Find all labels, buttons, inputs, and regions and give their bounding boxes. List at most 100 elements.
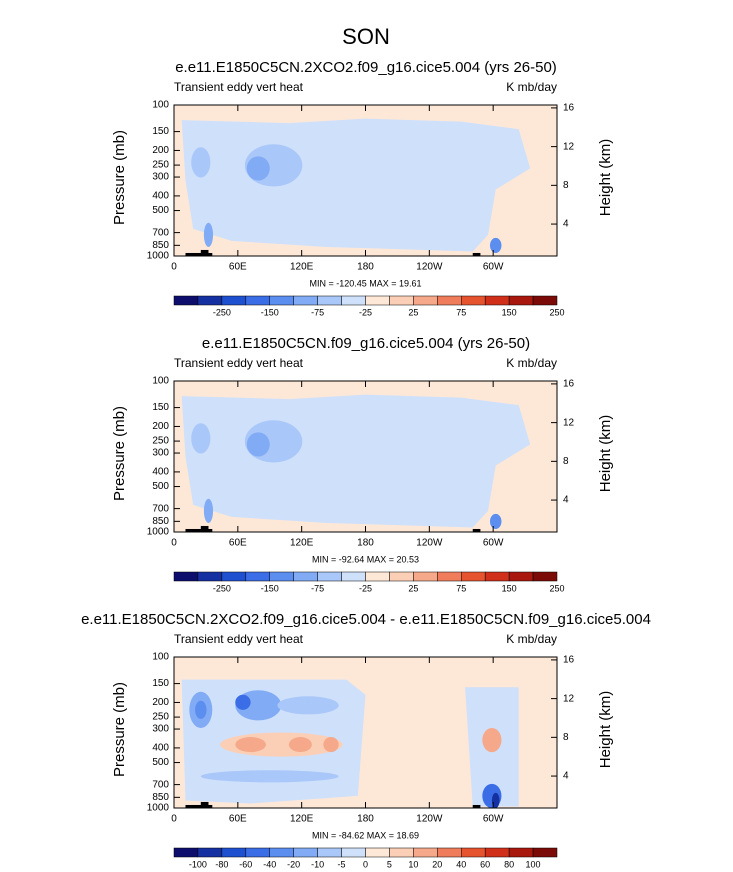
y-axis-label: Pressure (mb) — [111, 682, 128, 777]
right-label: K mb/day — [506, 356, 557, 370]
y-tick-label: 850 — [152, 240, 169, 251]
x-tick-label: 180 — [357, 814, 374, 825]
y2-tick-label: 4 — [563, 495, 569, 506]
colorbar-box — [413, 295, 438, 306]
y-tick-label: 1000 — [147, 251, 170, 262]
colorbar-box — [269, 295, 294, 306]
panel: e.e11.E1850C5CN.f09_g16.cice5.004 (yrs 2… — [111, 335, 614, 593]
y-tick-label: 500 — [152, 205, 169, 216]
colorbar-box — [365, 295, 390, 306]
y2-tick-label: 12 — [563, 693, 575, 704]
contour-region — [181, 394, 531, 528]
y-tick-label: 100 — [152, 100, 169, 111]
topography — [200, 249, 209, 256]
y2-tick-label: 4 — [563, 771, 569, 782]
colorbar-label: -75 — [311, 307, 324, 317]
y-tick-label: 300 — [152, 172, 169, 183]
colorbar-label: -60 — [239, 859, 252, 869]
colorbar-box — [437, 295, 462, 306]
colorbar-label: -100 — [189, 859, 207, 869]
figure-title: SON — [342, 24, 390, 49]
x-tick-label: 0 — [171, 814, 177, 825]
y2-tick-label: 8 — [563, 180, 569, 191]
colorbar-label: -250 — [213, 583, 231, 593]
topography — [472, 252, 481, 256]
colorbar-box — [173, 847, 199, 858]
contour-region — [491, 792, 500, 808]
colorbar-box — [389, 847, 414, 858]
colorbar-box — [341, 295, 366, 306]
y-tick-label: 700 — [152, 779, 169, 790]
panel: e.e11.E1850C5CN.2XCO2.f09_g16.cice5.004 … — [111, 59, 614, 317]
y-tick-label: 300 — [152, 448, 169, 459]
x-tick-label: 120W — [416, 538, 443, 549]
colorbar-label: -250 — [213, 307, 231, 317]
field — [174, 381, 557, 532]
topography — [185, 528, 213, 532]
colorbar-label: -150 — [261, 307, 279, 317]
x-tick-label: 0 — [171, 262, 177, 273]
colorbar-box — [437, 847, 462, 858]
colorbar-label: 10 — [408, 859, 418, 869]
colorbar-box — [293, 571, 318, 582]
y2-axis-label: Height (km) — [597, 139, 614, 217]
colorbar-label: -40 — [263, 859, 276, 869]
colorbar-label: 100 — [526, 859, 541, 869]
colorbar-box — [197, 847, 223, 858]
colorbar-label: -5 — [338, 859, 346, 869]
colorbar-box — [341, 847, 366, 858]
right-label: K mb/day — [506, 632, 557, 646]
colorbar-box — [221, 295, 247, 306]
contour-region — [246, 156, 270, 181]
colorbar-box — [532, 847, 558, 858]
contour-region — [203, 222, 214, 247]
colorbar-box — [245, 571, 270, 582]
y2-tick-label: 4 — [563, 219, 569, 230]
colorbar-label: 75 — [456, 307, 466, 317]
colorbar-label: -80 — [215, 859, 228, 869]
colorbar-label: 250 — [549, 583, 564, 593]
x-tick-label: 120E — [290, 538, 314, 549]
panel-title: e.e11.E1850C5CN.2XCO2.f09_g16.cice5.004 … — [175, 59, 557, 76]
colorbar-box — [269, 847, 294, 858]
colorbar-label: 150 — [502, 583, 517, 593]
y-tick-label: 850 — [152, 792, 169, 803]
colorbar-label: -20 — [287, 859, 300, 869]
colorbar-box — [461, 571, 486, 582]
topography — [200, 801, 209, 808]
colorbar-label: -25 — [359, 583, 372, 593]
x-tick-label: 120W — [416, 814, 443, 825]
y-tick-label: 150 — [152, 126, 169, 137]
contour-region — [277, 696, 339, 715]
left-label: Transient eddy vert heat — [174, 356, 304, 370]
topography — [185, 252, 213, 256]
colorbar-box — [389, 571, 414, 582]
colorbar-label: 75 — [456, 583, 466, 593]
contour-region — [191, 423, 211, 454]
y-tick-label: 850 — [152, 516, 169, 527]
contour-region — [489, 237, 502, 253]
contour-region — [482, 727, 502, 753]
y-tick-label: 400 — [152, 191, 169, 202]
x-tick-label: 60E — [229, 814, 247, 825]
colorbar-box — [437, 571, 462, 582]
contour-region — [323, 737, 339, 753]
topography — [185, 804, 213, 808]
colorbar-label: 25 — [408, 307, 418, 317]
y-tick-label: 700 — [152, 503, 169, 514]
panel-title: e.e11.E1850C5CN.2XCO2.f09_g16.cice5.004 … — [81, 611, 651, 628]
y-tick-label: 250 — [152, 712, 169, 723]
y2-tick-label: 16 — [563, 655, 575, 666]
colorbar-label: 60 — [480, 859, 490, 869]
colorbar-box — [461, 295, 486, 306]
colorbar-box — [484, 847, 510, 858]
y-tick-label: 1000 — [147, 803, 170, 814]
x-tick-label: 120E — [290, 814, 314, 825]
colorbar-box — [365, 847, 390, 858]
colorbar-box — [508, 571, 534, 582]
y-tick-label: 100 — [152, 652, 169, 663]
x-tick-label: 60W — [483, 814, 504, 825]
y-tick-label: 300 — [152, 724, 169, 735]
y2-tick-label: 8 — [563, 456, 569, 467]
